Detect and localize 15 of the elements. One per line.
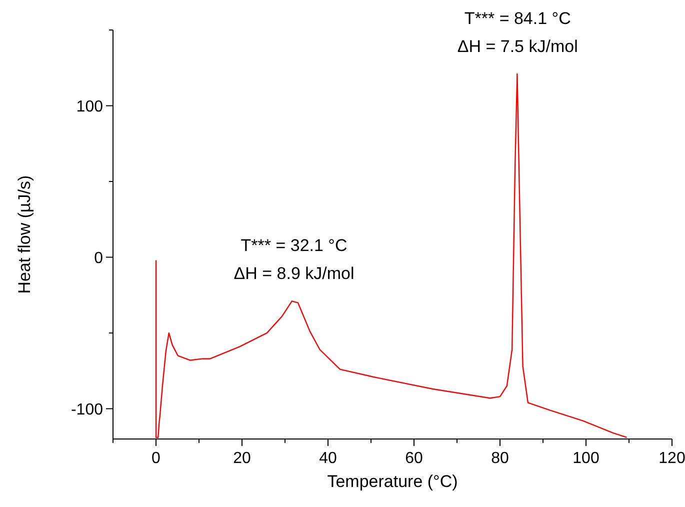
x-tick-label: 60 bbox=[405, 450, 423, 467]
y-tick-label: 0 bbox=[94, 250, 104, 268]
y-tick-label: 100 bbox=[76, 98, 104, 116]
annotation: T*** = 84.1 °C ΔH = 7.5 kJ/mol bbox=[457, 8, 578, 56]
x-tick-label: 100 bbox=[572, 450, 600, 467]
x-tick-label: 120 bbox=[658, 450, 685, 467]
line-series bbox=[155, 73, 628, 438]
y-tick-label: -100 bbox=[70, 402, 104, 419]
annotation: T*** = 32.1 °C ΔH = 8.9 kJ/mol bbox=[234, 236, 354, 284]
y-axis-title: Heat flow (µJ/s) bbox=[15, 175, 34, 294]
x-tick-label: 80 bbox=[491, 450, 509, 467]
x-tick-label: 0 bbox=[152, 450, 161, 467]
x-tick-label: 20 bbox=[233, 450, 251, 467]
x-tick-label: 40 bbox=[319, 450, 337, 467]
x-axis-title: Temperature (°C) bbox=[327, 472, 458, 491]
